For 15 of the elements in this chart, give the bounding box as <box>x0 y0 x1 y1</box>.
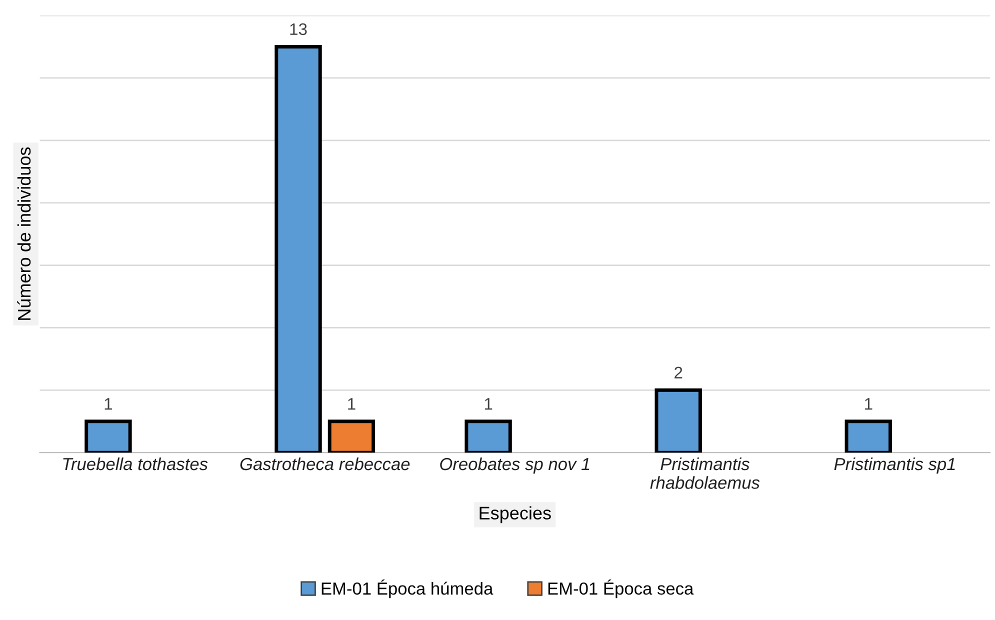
data-label: 1 <box>865 398 872 410</box>
x-tick-label: Pristimantis rhabdolaemus <box>650 457 760 489</box>
x-tick-label: Truebella tothastes <box>63 457 208 470</box>
x-tick-label: Pristimantis sp1 <box>834 457 955 474</box>
legend-label: EM-01 Época seca <box>548 580 694 598</box>
x-axis-title: Especies <box>480 506 551 524</box>
legend-label: EM-01 Época húmeda <box>322 580 494 598</box>
data-label: 1 <box>484 398 492 410</box>
x-tick-label: Oreobates sp nov 1 <box>440 457 590 474</box>
data-label: 2 <box>674 366 682 378</box>
x-tick-label: Gastrotheca rebeccae <box>240 457 410 470</box>
y-axis-title: Número de individuos <box>17 147 31 320</box>
data-label: 1 <box>348 398 356 410</box>
data-label: 1 <box>104 398 112 410</box>
data-label: 13 <box>290 23 307 36</box>
